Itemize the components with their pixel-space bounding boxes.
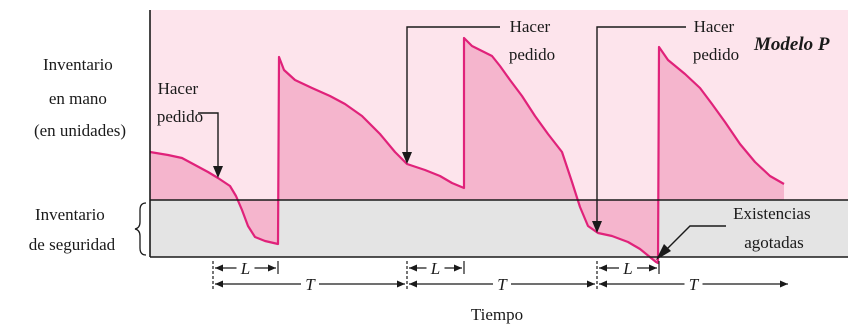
safety-stock-brace <box>134 202 147 256</box>
y-axis-label-line-2: en mano <box>49 89 107 108</box>
order-label-1-line-2: pedido <box>157 107 203 126</box>
lead-time-1-label: L <box>240 259 250 278</box>
order-label-3: Hacer pedido <box>693 17 739 64</box>
inventory-curve <box>149 36 785 265</box>
period-1-label: T <box>305 275 316 294</box>
period-3-arrowhead-left <box>599 280 607 288</box>
inventory-area <box>150 38 784 263</box>
lead-time-3-arrowhead-right <box>649 264 657 272</box>
y-axis-label-line-3: (en unidades) <box>34 121 126 140</box>
stockout-label-line-1: Existencias <box>733 204 810 223</box>
order-label-1: Hacer pedido <box>157 79 203 126</box>
lead-time-3-arrowhead-left <box>599 264 607 272</box>
order-arrow-3 <box>596 26 686 227</box>
lead-time-2-arrowhead-left <box>409 264 417 272</box>
stockout-label: Existencias agotadas <box>733 204 815 252</box>
stockout-label-line-2: agotadas <box>744 233 803 252</box>
order-label-1-line-1: Hacer <box>158 79 199 98</box>
lead-time-2-arrowhead-right <box>454 264 462 272</box>
lead-time-1-arrowhead-left <box>215 264 223 272</box>
safety-stock-label-line-2: de seguridad <box>29 235 116 254</box>
order-arrowhead-3 <box>592 221 602 233</box>
x-axis-label: Tiempo <box>471 305 523 324</box>
period-3-label: T <box>689 275 700 294</box>
order-label-2-line-2: pedido <box>509 45 555 64</box>
period-1-arrowhead-left <box>215 280 223 288</box>
order-arrow-1 <box>198 112 219 172</box>
order-label-3-line-1: Hacer <box>694 17 735 36</box>
safety-stock-label: Inventario de seguridad <box>29 205 116 254</box>
model-title: Modelo P <box>753 34 830 55</box>
order-arrowhead-2 <box>402 152 412 164</box>
lead-time-2-label: L <box>430 259 440 278</box>
stockout-arrowhead <box>656 244 671 260</box>
lead-time-3-label: L <box>622 259 632 278</box>
period-1-arrowhead-right <box>397 280 405 288</box>
period-2-arrowhead-right <box>587 280 595 288</box>
order-arrowhead-1 <box>213 166 223 178</box>
lead-time-1-arrowhead-right <box>268 264 276 272</box>
y-axis-label: Inventario en mano (en unidades) <box>34 55 126 140</box>
period-2-arrowhead-left <box>409 280 417 288</box>
period-3-arrowhead-right <box>780 280 788 288</box>
stockout-arrow <box>663 225 726 253</box>
period-2-label: T <box>497 275 508 294</box>
order-label-2: Hacer pedido <box>509 17 555 64</box>
y-axis-label-line-1: Inventario <box>43 55 113 74</box>
safety-stock-label-line-1: Inventario <box>35 205 105 224</box>
order-label-3-line-2: pedido <box>693 45 739 64</box>
order-label-2-line-1: Hacer <box>510 17 551 36</box>
order-arrow-2 <box>406 26 500 158</box>
